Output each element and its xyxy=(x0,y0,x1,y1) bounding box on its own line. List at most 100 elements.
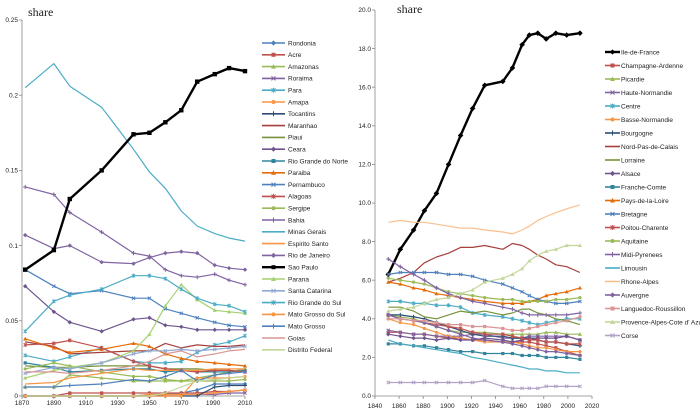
series xyxy=(22,232,248,272)
data-point xyxy=(544,249,549,253)
data-point xyxy=(535,312,540,318)
data-point xyxy=(51,365,56,370)
data-point xyxy=(386,312,391,318)
data-point xyxy=(163,377,167,382)
data-point xyxy=(510,386,515,391)
data-point xyxy=(565,297,569,302)
data-point xyxy=(434,270,439,275)
data-point xyxy=(520,386,525,391)
data-point xyxy=(195,296,200,301)
x-tick-label: 1870 xyxy=(15,400,30,407)
y-tick-label: 14.0 xyxy=(358,123,371,130)
data-point xyxy=(519,301,525,305)
data-point xyxy=(421,207,428,214)
legend-label: Corse xyxy=(621,333,639,340)
data-point xyxy=(67,372,72,377)
data-point xyxy=(510,297,515,302)
legend-swatch-marker xyxy=(271,323,276,329)
data-point xyxy=(212,320,217,325)
data-point xyxy=(543,335,549,341)
legend-item: Pays-de-la-Loire xyxy=(605,198,669,205)
data-point xyxy=(543,349,549,354)
series xyxy=(386,342,582,361)
legend-item: Bretagne xyxy=(605,211,648,218)
data-point xyxy=(544,322,548,327)
data-point xyxy=(163,267,168,272)
legend-item: Paraiba xyxy=(262,170,311,177)
data-point xyxy=(179,394,183,398)
series-line xyxy=(388,204,581,235)
data-point xyxy=(212,327,217,333)
data-point xyxy=(23,184,28,190)
legend-item: Haute-Normandie xyxy=(605,90,673,97)
legend-item: Nord-Pas-de-Calais xyxy=(605,144,679,151)
data-point xyxy=(398,307,403,311)
series-group xyxy=(22,62,248,399)
data-point xyxy=(564,333,569,339)
legend-label: Bahia xyxy=(288,217,305,224)
data-point xyxy=(565,355,569,359)
data-point xyxy=(226,383,232,388)
data-point xyxy=(469,105,476,112)
data-point xyxy=(131,317,136,322)
legend-label: Paraiba xyxy=(288,170,311,177)
data-point xyxy=(179,379,183,383)
data-point xyxy=(67,354,72,359)
series-line xyxy=(24,285,245,332)
legend-label: Rio Grande do Sul xyxy=(288,300,342,307)
data-point xyxy=(544,293,549,298)
data-point xyxy=(578,341,582,346)
data-point xyxy=(553,330,558,334)
data-point xyxy=(577,384,582,389)
data-point xyxy=(526,32,533,38)
data-point xyxy=(422,380,427,385)
data-point xyxy=(227,379,231,383)
x-tick-label: 1840 xyxy=(368,403,383,410)
data-point xyxy=(243,388,247,392)
data-point xyxy=(212,302,217,307)
data-point xyxy=(213,391,217,395)
legend-label: Tocantins xyxy=(288,111,316,118)
data-point xyxy=(51,368,56,373)
series xyxy=(388,339,580,374)
legend-item: Para xyxy=(262,88,302,95)
data-point xyxy=(422,344,427,348)
data-point xyxy=(481,82,488,89)
data-point xyxy=(227,389,231,394)
legend-label: Acre xyxy=(288,52,302,59)
legend-label: Mato Grosso xyxy=(288,324,326,331)
data-point xyxy=(179,249,184,254)
data-point xyxy=(510,328,515,332)
data-point xyxy=(544,355,548,359)
data-point xyxy=(163,323,168,328)
y-tick-label: 2.0 xyxy=(362,355,371,362)
data-point xyxy=(51,341,56,346)
data-point xyxy=(510,341,515,347)
data-point xyxy=(554,346,558,350)
x-tick-label: 1990 xyxy=(206,400,221,407)
data-point xyxy=(411,301,416,306)
data-point xyxy=(242,68,248,74)
data-point xyxy=(243,391,247,395)
data-point xyxy=(500,305,505,310)
data-point xyxy=(386,272,391,277)
x-tick-label: 1900 xyxy=(440,403,455,410)
data-point xyxy=(51,384,56,390)
series xyxy=(386,312,583,336)
data-point xyxy=(212,272,217,277)
data-point xyxy=(434,330,439,334)
data-point xyxy=(179,356,184,360)
legend-swatch-marker xyxy=(271,300,276,306)
legend-item: Poitou-Charente xyxy=(605,225,669,232)
series xyxy=(386,315,582,332)
legend-item: Sergipe xyxy=(262,206,311,213)
data-point xyxy=(23,394,27,398)
data-point xyxy=(520,353,524,358)
data-point xyxy=(544,344,548,348)
legend-item: Bourgogne xyxy=(605,130,653,137)
legend-item: Rondonia xyxy=(262,40,316,47)
data-point xyxy=(458,272,463,277)
legend-swatch-marker xyxy=(610,211,615,217)
data-point xyxy=(434,297,439,302)
data-point xyxy=(520,318,524,323)
